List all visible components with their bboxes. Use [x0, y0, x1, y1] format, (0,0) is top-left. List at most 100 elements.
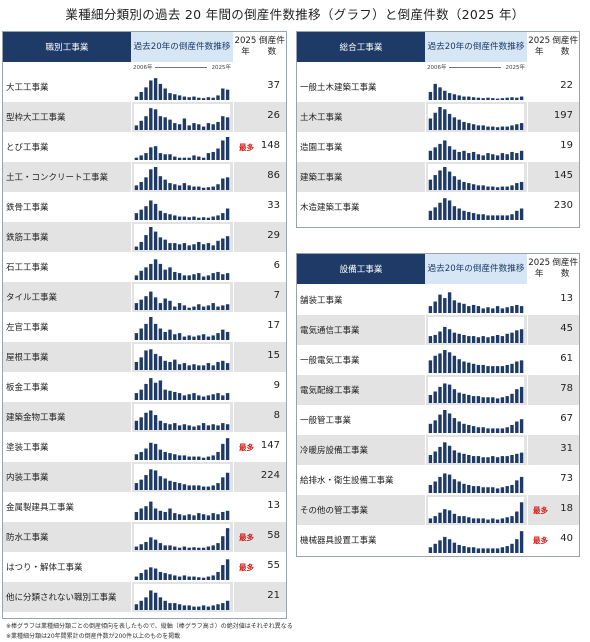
trend-bar [428, 484, 433, 493]
trend-bar [139, 600, 143, 610]
trend-bar [197, 547, 201, 550]
row-label: はつり・解体工事業 [6, 563, 83, 573]
column-divider [131, 252, 132, 282]
trend-bar [471, 151, 476, 160]
row-label: その他の管工事業 [300, 506, 369, 516]
trend-bar [153, 415, 158, 430]
trend-bar [221, 140, 225, 160]
trend-bar [471, 456, 476, 463]
trend-bar [158, 597, 163, 610]
trend-bar [139, 155, 143, 160]
row-label: 金属製建具工事業 [6, 503, 75, 513]
trend-chart [134, 78, 230, 100]
trend-bar [481, 548, 485, 553]
trend-bar [510, 393, 514, 403]
trend-bar [225, 363, 230, 370]
trend-bar [153, 203, 158, 220]
trend-bar [182, 96, 187, 100]
trend-bar [187, 335, 191, 340]
trend-chart [134, 501, 230, 520]
trend-bar [192, 274, 196, 280]
year-axis: 2006年 2025年 [427, 63, 525, 72]
trend-bar [158, 356, 163, 370]
trend-bar [500, 518, 505, 523]
trend-bar [177, 185, 182, 190]
count-value: 147 [260, 440, 280, 451]
trend-bar [187, 217, 191, 220]
trend-sparkline [134, 374, 230, 400]
trend-bar [197, 485, 201, 490]
trend-bar [197, 395, 201, 400]
trend-sparkline [134, 554, 230, 580]
table-row: 建築金物工事業 8 [3, 402, 286, 432]
row-label: 機械器具設置工事業 [300, 536, 377, 546]
trend-bar [149, 80, 153, 100]
trend-bar [134, 185, 139, 190]
trend-bar [476, 486, 481, 493]
trend-bar [221, 178, 225, 190]
trend-bar [443, 473, 447, 493]
trend-bar [187, 425, 191, 430]
trend-bar [187, 365, 191, 370]
column-divider [233, 72, 234, 102]
trend-bar [211, 186, 215, 190]
trend-sparkline [428, 497, 524, 523]
trend-sparkline [134, 194, 230, 220]
trend-bar [216, 95, 220, 100]
trend-bar [467, 484, 471, 493]
column-divider [131, 492, 132, 522]
trend-bar [452, 300, 457, 313]
axis-end-label: 2025年 [505, 65, 526, 71]
trend-bar [495, 366, 500, 373]
trend-bar [201, 514, 206, 520]
trend-bar [201, 396, 206, 400]
trend-bar [158, 176, 163, 190]
header-trend-line2: 倒産件数推移 [178, 41, 231, 52]
column-divider [527, 405, 528, 435]
table-row: 型枠大工工事業 26 [3, 102, 286, 132]
trend-bar [168, 154, 172, 160]
header-count-line2: 倒産件数 [552, 36, 579, 57]
trend-bar [158, 263, 163, 280]
trend-bar [192, 336, 196, 340]
column-divider [425, 525, 426, 555]
trend-bar [139, 417, 143, 430]
top-badge: 最多 [239, 533, 254, 542]
trend-chart [428, 442, 524, 463]
trend-bar [438, 87, 442, 100]
trend-bar [134, 96, 139, 100]
header-trend-line1: 過去20年の [427, 41, 473, 52]
table-row: 電気配線工事業 78 [297, 375, 579, 405]
trend-bar [216, 393, 220, 400]
trend-chart [134, 528, 230, 550]
trend-bar [216, 306, 220, 310]
trend-bar [139, 508, 143, 520]
column-divider [131, 462, 132, 492]
column-divider [425, 405, 426, 435]
trend-bar [206, 576, 211, 580]
trend-bar [433, 391, 437, 403]
table-row: 土工・コンクリート工事業 86 [3, 162, 286, 192]
trend-bar [443, 536, 447, 553]
trend-sparkline [428, 347, 524, 373]
trend-bar [177, 244, 182, 250]
table-row: 板金工事業 9 [3, 372, 286, 402]
trend-bar [221, 477, 225, 490]
column-divider [131, 342, 132, 372]
trend-bar [515, 480, 519, 493]
trend-bar [447, 445, 452, 463]
trend-bar [452, 513, 457, 523]
trend-bar [144, 177, 148, 190]
trend-bar [462, 303, 466, 313]
trend-bar [134, 393, 139, 400]
count-value: 73 [560, 473, 573, 484]
trend-bar [201, 457, 206, 460]
trend-bar [495, 428, 500, 433]
trend-bar [515, 389, 519, 403]
column-divider [527, 192, 528, 222]
column-divider [233, 582, 234, 612]
trend-bar [216, 215, 220, 220]
count-value: 18 [560, 503, 573, 514]
trend-bar [158, 303, 163, 310]
trend-bar [476, 396, 481, 403]
